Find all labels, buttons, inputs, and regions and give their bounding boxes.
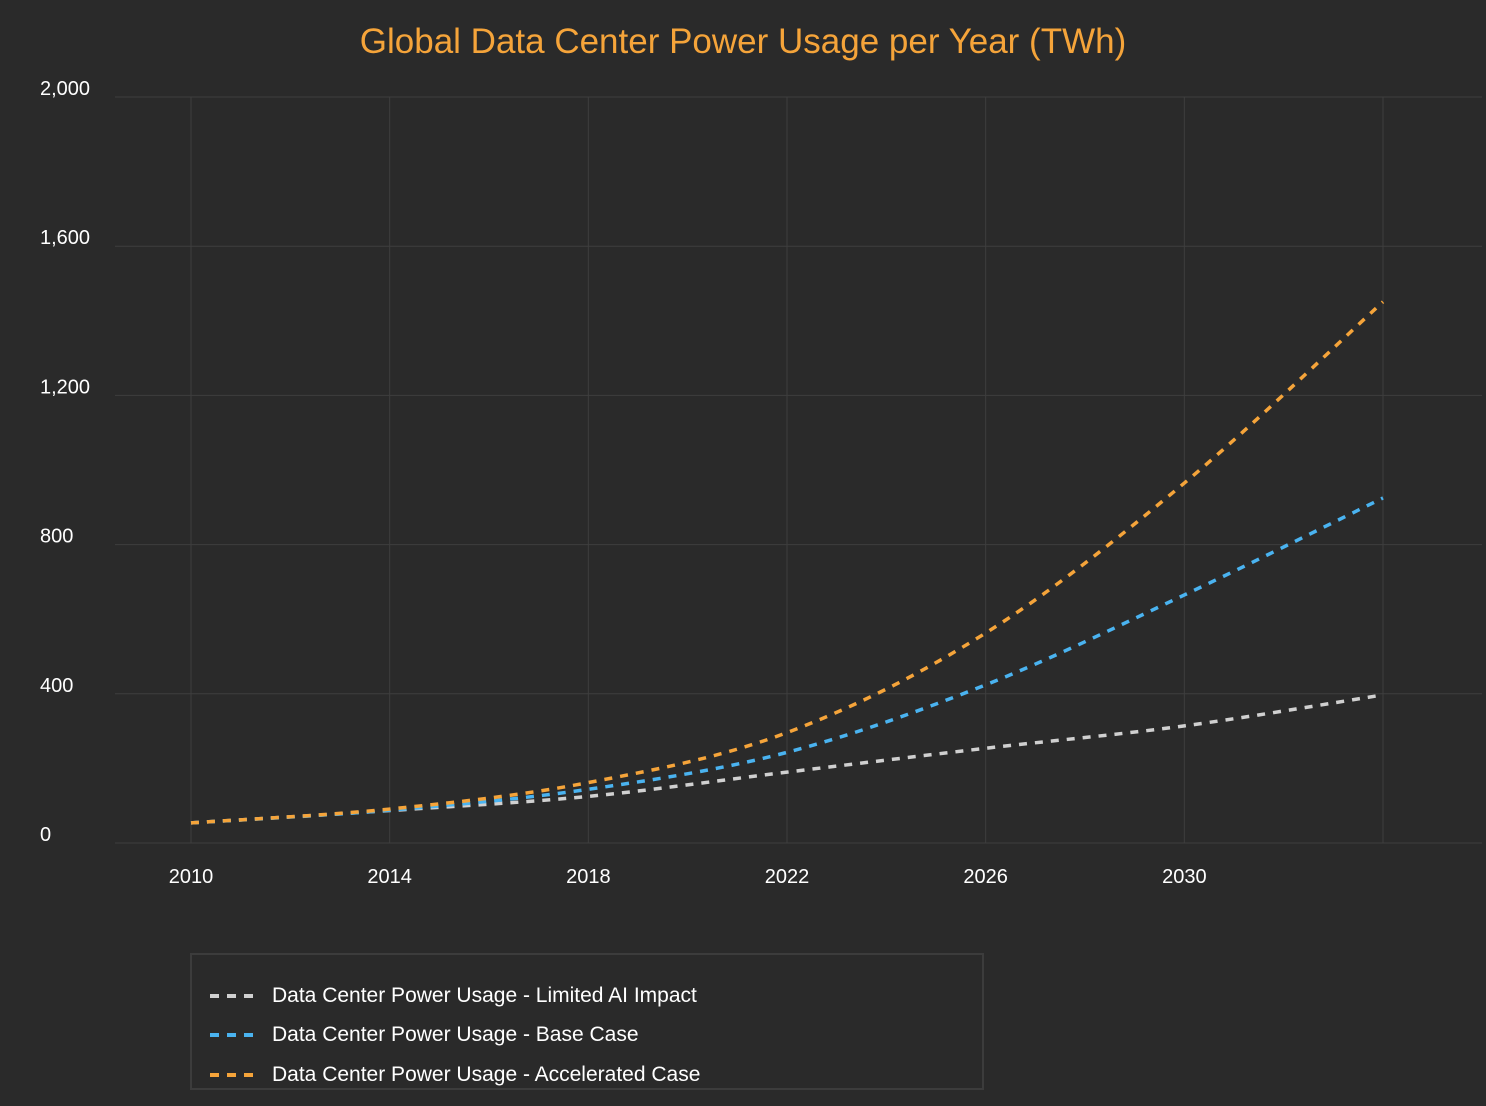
legend-swatch <box>210 1033 254 1037</box>
x-tick-label: 2030 <box>1162 866 1207 888</box>
y-tick-label: 1,600 <box>40 227 90 249</box>
y-tick-label: 400 <box>40 675 73 697</box>
legend-item-base-case[interactable]: Data Center Power Usage - Base Case <box>210 1020 639 1050</box>
y-tick-label: 0 <box>40 824 51 846</box>
series-lines <box>190 300 1385 825</box>
x-tick-label: 2022 <box>765 866 810 888</box>
chart-title: Global Data Center Power Usage per Year … <box>359 22 1127 61</box>
x-tick-label: 2014 <box>367 866 412 888</box>
series-line-2 <box>190 300 1385 825</box>
legend-label: Data Center Power Usage - Accelerated Ca… <box>272 1063 701 1086</box>
legend-label: Data Center Power Usage - Limited AI Imp… <box>272 984 697 1007</box>
x-tick-label: 2018 <box>566 866 611 888</box>
y-tick-label: 2,000 <box>40 78 90 100</box>
legend-item-limited-ai[interactable]: Data Center Power Usage - Limited AI Imp… <box>210 981 697 1011</box>
legend-swatch <box>210 1073 254 1077</box>
legend: Data Center Power Usage - Limited AI Imp… <box>190 953 984 1090</box>
gridlines <box>115 96 1482 844</box>
legend-item-accelerated-case[interactable]: Data Center Power Usage - Accelerated Ca… <box>210 1060 700 1090</box>
x-axis-ticks: 2010 2014 2018 2022 2026 2030 <box>169 866 1207 888</box>
legend-swatch <box>210 994 254 998</box>
x-tick-label: 2026 <box>963 866 1008 888</box>
y-tick-label: 1,200 <box>40 376 90 398</box>
y-axis-ticks: 0 400 800 1,200 1,600 2,000 <box>40 78 90 846</box>
x-tick-label: 2010 <box>169 866 214 888</box>
y-tick-label: 800 <box>40 526 73 548</box>
legend-label: Data Center Power Usage - Base Case <box>272 1023 639 1046</box>
